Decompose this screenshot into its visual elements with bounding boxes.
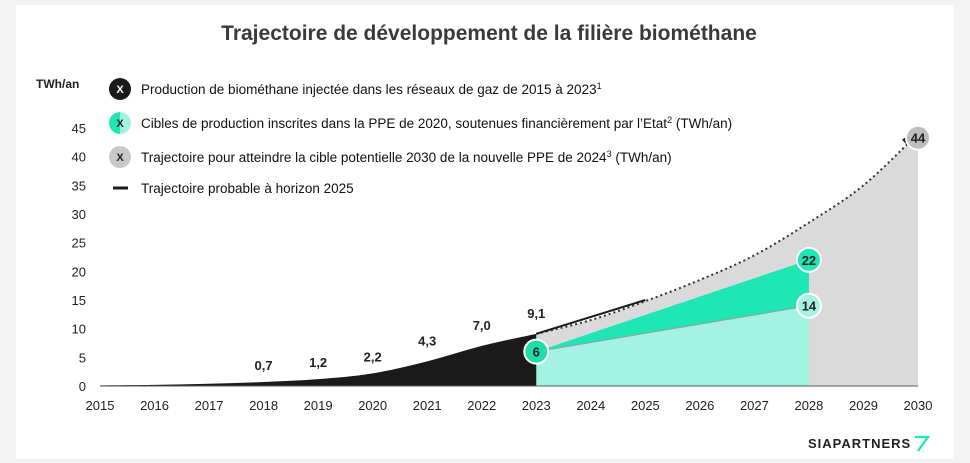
legend-label: Trajectoire probable à horizon 2025 (141, 181, 354, 196)
line-trajectoire-probable (535, 299, 646, 335)
legend-label-text: Trajectoire pour atteindre la cible pote… (141, 150, 607, 165)
chart-areas (100, 131, 919, 386)
value-bubble-label: 14 (802, 299, 817, 314)
x-tick-label: 2023 (522, 398, 551, 413)
area-production-historique (100, 333, 537, 386)
x-tick-label: 2030 (904, 398, 933, 413)
legend-label: Trajectoire pour atteindre la cible pote… (141, 149, 672, 165)
legend-label-unit: (TWh/an) (612, 150, 672, 165)
data-label: 7,0 (473, 318, 491, 333)
x-tick-label: 2016 (140, 398, 169, 413)
x-tick-label: 2018 (249, 398, 278, 413)
data-label: 4,3 (418, 333, 436, 348)
y-tick-label: 45 (72, 121, 86, 136)
chart-title: Trajectoire de développement de la filiè… (221, 22, 757, 45)
brand-accent-mark (915, 435, 931, 452)
data-label: 0,7 (255, 358, 273, 373)
x-tick-label: 2029 (849, 398, 878, 413)
value-bubble-label: 6 (533, 345, 540, 360)
data-label: 9,1 (527, 306, 545, 321)
area-cible-ppe-haute (536, 259, 809, 352)
data-label: 1,2 (309, 355, 327, 370)
value-bubble (905, 124, 931, 151)
legend-label: Production de biométhane injectée dans l… (141, 81, 602, 97)
legend-label-text: Trajectoire probable à horizon 2025 (141, 181, 354, 196)
chart-card: Trajectoire de développement de la filiè… (16, 5, 954, 459)
y-tick-label: 15 (72, 293, 86, 308)
x-tick-label: 2026 (685, 398, 714, 413)
x-tick-label: 2015 (86, 398, 115, 413)
brand-name: SIAPARTNERS (808, 436, 911, 451)
x-tick-label: 2025 (631, 398, 660, 413)
x-tick-label: 2028 (794, 398, 823, 413)
siapartners-logo: SIAPARTNERS (808, 435, 931, 452)
legend-label-text: Production de biométhane injectée dans l… (141, 82, 597, 97)
legend-swatch-symbol: X (116, 84, 124, 96)
y-tick-label: 30 (72, 207, 86, 222)
value-bubble-label: 22 (802, 253, 816, 268)
chart-legend: X Production de biométhane injectée dans … (109, 78, 732, 196)
x-tick-label: 2022 (467, 398, 496, 413)
legend-footnote-marker: 3 (607, 149, 612, 159)
x-tick-label: 2020 (358, 398, 387, 413)
legend-swatch-right (120, 112, 131, 134)
legend-swatch-symbol: X (116, 152, 124, 164)
value-bubble (795, 292, 822, 319)
legend-label-text: Cibles de production inscrites dans la P… (141, 116, 667, 131)
data-label: 2,2 (364, 349, 382, 364)
legend-swatch (109, 78, 131, 100)
x-tick-label: 2017 (195, 398, 224, 413)
line-trajectoire-pointillee (536, 133, 919, 335)
area-cible-ppe-basse (536, 305, 809, 386)
y-tick-label: 35 (72, 178, 86, 193)
y-tick-label: 0 (79, 379, 86, 394)
legend-label-unit: (TWh/an) (672, 116, 732, 131)
legend-swatch-left (109, 112, 120, 134)
legend-swatch (109, 146, 131, 168)
y-tick-label: 20 (72, 264, 86, 279)
x-tick-label: 2024 (576, 398, 605, 413)
y-axis-label: TWh/an (36, 77, 79, 91)
line-cible-basse (536, 305, 810, 353)
value-bubble (795, 246, 822, 273)
y-tick-label: 25 (72, 236, 86, 251)
value-bubble-label: 44 (911, 131, 926, 146)
x-tick-label: 2021 (413, 398, 442, 413)
legend-footnote-marker: 1 (597, 81, 602, 91)
legend-swatch-symbol: X (116, 118, 124, 130)
x-tick-label: 2019 (304, 398, 333, 413)
x-tick-label: 2027 (740, 398, 769, 413)
y-tick-label: 40 (72, 150, 86, 165)
chart-data-labels: 0,7 1,2 2,2 4,3 7,0 9,1 6 14 22 44 (255, 124, 931, 373)
chart-svg: Trajectoire de développement de la filiè… (36, 22, 933, 452)
y-tick-label: 5 (79, 350, 86, 365)
legend-label: Cibles de production inscrites dans la P… (141, 115, 732, 131)
value-bubble (523, 338, 550, 365)
legend-footnote-marker: 2 (667, 115, 672, 125)
y-tick-label: 10 (72, 322, 86, 337)
